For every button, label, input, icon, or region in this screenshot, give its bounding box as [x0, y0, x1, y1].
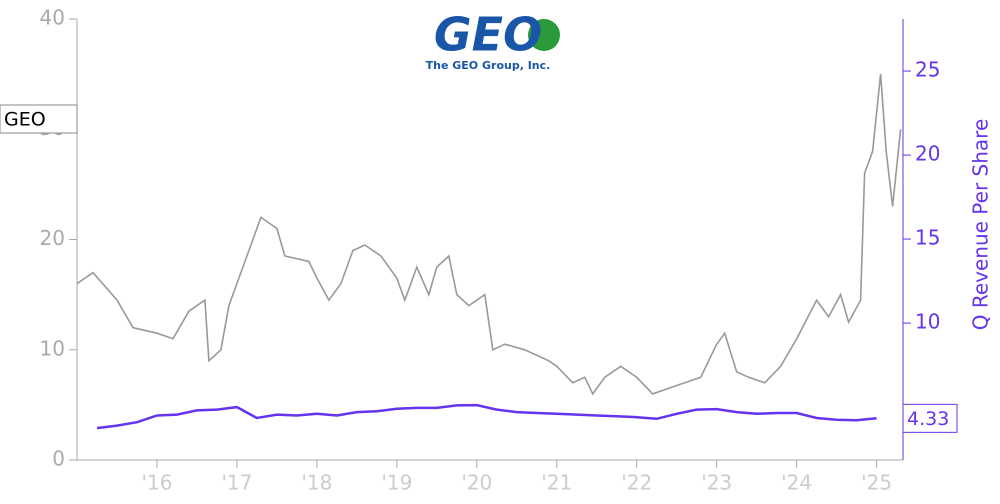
y-tick-label: 20 — [40, 226, 65, 250]
logo-globe — [528, 19, 560, 51]
series-name: GEO — [4, 109, 46, 131]
y-tick-label: 0 — [52, 447, 65, 471]
logo-subtitle: The GEO Group, Inc. — [426, 59, 551, 72]
series-name-box — [0, 104, 78, 134]
y2-tick-label: 15 — [915, 226, 940, 250]
y-tick-label: 10 — [40, 336, 65, 360]
x-tick-label: '19 — [381, 471, 412, 495]
x-tick-label: '17 — [221, 471, 252, 495]
y2-tick-label: 25 — [915, 58, 940, 82]
last-value-box — [902, 403, 958, 433]
y2-tick-label: 20 — [915, 142, 940, 166]
series-line — [96, 403, 877, 430]
y2-axis-label: Q Revenue Per Share — [969, 119, 993, 331]
x-tick-label: '23 — [701, 471, 732, 495]
y-tick-label: 40 — [40, 6, 65, 30]
last-value-label: 4.33 — [907, 408, 949, 430]
x-tick-label: '24 — [781, 471, 812, 495]
x-tick-label: '25 — [861, 471, 892, 495]
x-tick-label: '16 — [141, 471, 172, 495]
x-tick-label: '21 — [541, 471, 572, 495]
x-tick-label: '18 — [301, 471, 332, 495]
series-line — [76, 74, 902, 396]
x-tick-label: '22 — [621, 471, 652, 495]
x-tick-label: '20 — [461, 471, 492, 495]
y2-tick-label: 10 — [915, 310, 940, 334]
logo-title: GEO — [434, 8, 542, 62]
